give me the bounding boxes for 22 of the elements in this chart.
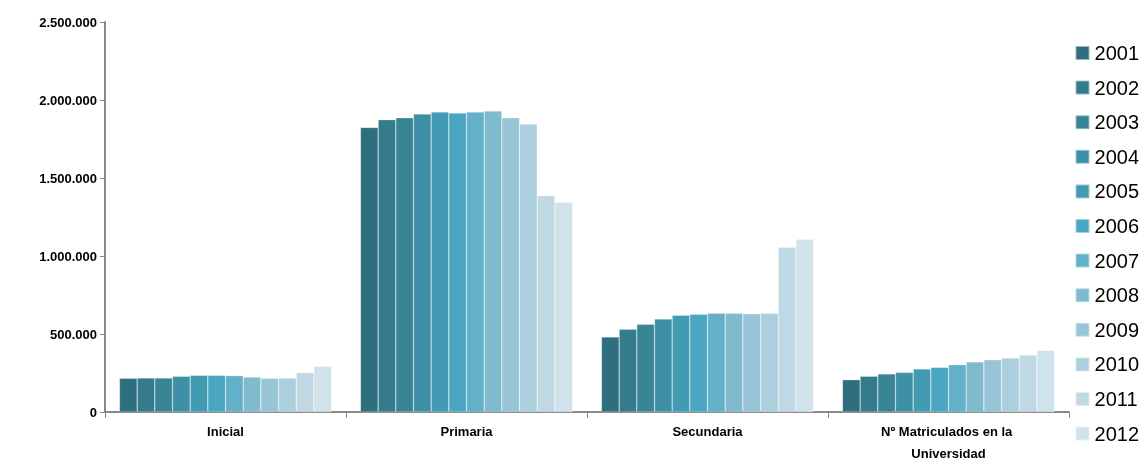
legend-label: 2005 (1094, 180, 1140, 203)
y-tick-label: 500.000 (50, 326, 97, 342)
y-tick-label: 2.500.000 (39, 14, 97, 30)
x-tick-label: Nº Matriculados en la Universidad (881, 423, 1016, 461)
legend-label: 2004 (1094, 145, 1140, 168)
y-tick-label: 2.000.000 (39, 92, 97, 108)
legend-label: 2001 (1094, 42, 1140, 64)
legend-label: 2002 (1094, 76, 1140, 99)
y-tick-label: 1.000.000 (39, 248, 97, 264)
y-tick-label: 0 (89, 404, 97, 420)
y-tick-label: 1.500.000 (39, 170, 97, 186)
x-tick-label: Inicial (207, 423, 244, 439)
x-tick-label: Secundaria (672, 423, 744, 439)
legend-label: 2012 (1094, 422, 1140, 445)
legend-label: 2011 (1094, 388, 1138, 410)
legend-label: 2006 (1094, 215, 1140, 237)
legend-label: 2010 (1094, 353, 1140, 376)
legend-label: 2003 (1094, 111, 1140, 134)
legend-label: 2009 (1094, 318, 1140, 341)
legend-label: 2007 (1094, 249, 1140, 272)
legend-label: 2008 (1094, 284, 1140, 307)
x-tick-label: Primaria (440, 423, 494, 439)
